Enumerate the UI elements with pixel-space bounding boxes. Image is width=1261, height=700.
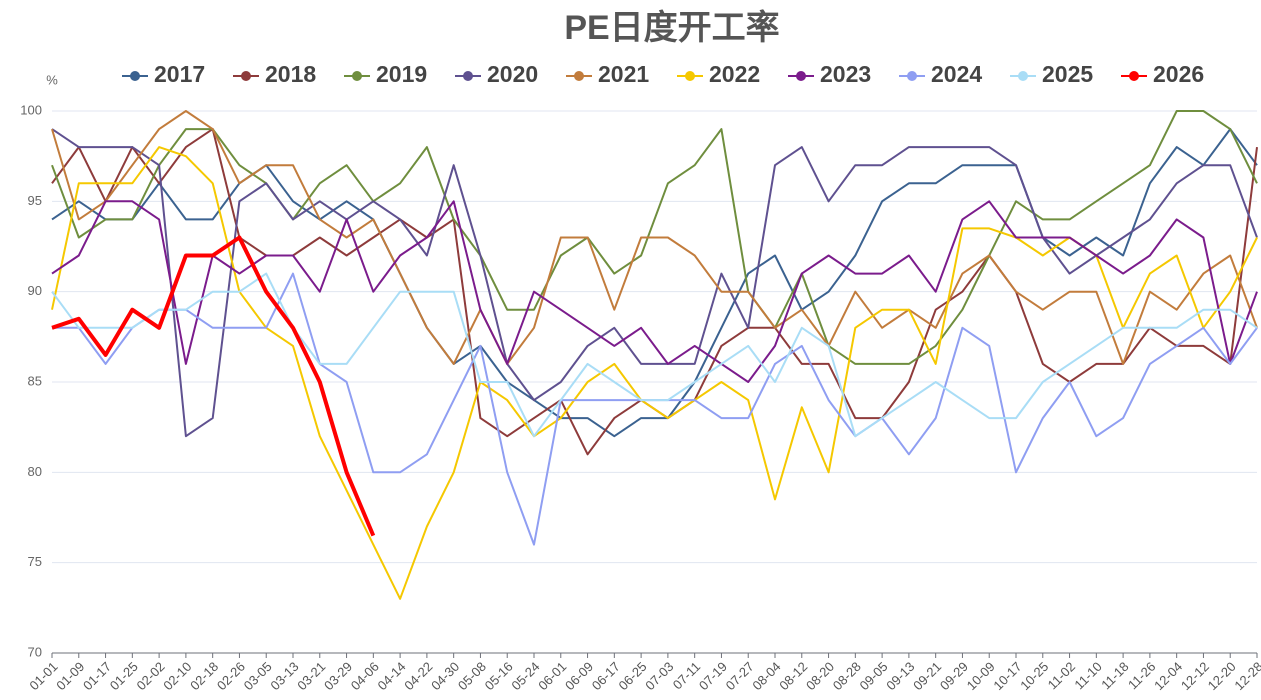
x-tick-label: 03-13 bbox=[267, 659, 301, 693]
legend-marker bbox=[796, 71, 806, 81]
legend-label: 2018 bbox=[265, 61, 316, 87]
series-line bbox=[51, 110, 1258, 365]
series-line bbox=[51, 146, 1258, 600]
x-tick-label: 03-05 bbox=[241, 659, 275, 693]
legend-label: 2025 bbox=[1042, 61, 1093, 87]
y-tick-label: 100 bbox=[20, 102, 42, 117]
y-tick-label: 85 bbox=[28, 373, 42, 388]
y-tick-label: 90 bbox=[28, 283, 42, 298]
x-tick-label: 12-04 bbox=[1151, 659, 1185, 693]
x-tick-label: 02-26 bbox=[214, 659, 248, 693]
x-tick-label: 04-22 bbox=[401, 659, 435, 693]
legend-marker bbox=[574, 71, 584, 81]
x-tick-label: 06-25 bbox=[616, 659, 650, 693]
series-line bbox=[51, 272, 1258, 438]
x-tick-label: 08-12 bbox=[776, 659, 810, 693]
y-axis-label: % bbox=[46, 72, 58, 87]
legend-marker bbox=[685, 71, 695, 81]
x-tick-label: 02-02 bbox=[134, 659, 168, 693]
x-tick-label: 12-12 bbox=[1178, 659, 1212, 693]
x-tick-label: 03-21 bbox=[294, 659, 328, 693]
legend-marker bbox=[352, 71, 362, 81]
legend-label: 2023 bbox=[820, 61, 871, 87]
legend-label: 2021 bbox=[598, 61, 649, 87]
x-tick-label: 04-30 bbox=[428, 659, 462, 693]
x-tick-label: 08-04 bbox=[749, 659, 783, 693]
x-tick-label: 10-25 bbox=[1017, 659, 1051, 693]
x-tick-label: 07-11 bbox=[670, 659, 703, 692]
x-tick-label: 05-08 bbox=[455, 659, 489, 693]
x-tick-label: 04-14 bbox=[375, 659, 409, 693]
x-tick-label: 05-24 bbox=[508, 659, 542, 693]
legend-marker bbox=[241, 71, 251, 81]
x-tick-label: 11-10 bbox=[1071, 659, 1104, 692]
legend-marker bbox=[463, 71, 473, 81]
y-tick-label: 70 bbox=[28, 644, 42, 659]
chart-title: PE日度开工率 bbox=[564, 9, 779, 47]
x-tick-label: 01-01 bbox=[26, 659, 60, 693]
x-tick-label: 12-28 bbox=[1231, 659, 1261, 693]
x-tick-label: 03-29 bbox=[321, 659, 355, 693]
series-line bbox=[51, 128, 1258, 438]
x-tick-label: 01-25 bbox=[107, 659, 141, 693]
legend-label: 2026 bbox=[1153, 61, 1204, 87]
legend-label: 2022 bbox=[709, 61, 760, 87]
legend-marker bbox=[1129, 71, 1139, 81]
x-tick-label: 05-16 bbox=[482, 659, 516, 693]
y-tick-label: 75 bbox=[28, 554, 42, 569]
legend-marker bbox=[1018, 71, 1028, 81]
x-tick-label: 01-17 bbox=[80, 659, 114, 693]
x-tick-label: 07-19 bbox=[696, 659, 730, 693]
x-tick-label: 11-26 bbox=[1125, 659, 1158, 692]
x-tick-label: 09-13 bbox=[883, 659, 917, 693]
x-tick-label: 09-21 bbox=[910, 659, 944, 693]
series-line bbox=[51, 128, 1258, 438]
x-tick-label: 01-09 bbox=[53, 659, 87, 693]
x-tick-label: 06-01 bbox=[535, 659, 569, 693]
x-tick-label: 11-18 bbox=[1098, 659, 1131, 692]
y-tick-label: 80 bbox=[28, 464, 42, 479]
x-tick-label: 06-17 bbox=[589, 659, 623, 693]
x-tick-label: 08-20 bbox=[803, 659, 837, 693]
legend-label: 2020 bbox=[487, 61, 538, 87]
x-tick-label: 09-05 bbox=[857, 659, 891, 693]
x-tick-label: 02-18 bbox=[187, 659, 221, 693]
legend-marker bbox=[907, 71, 917, 81]
y-tick-label: 95 bbox=[28, 193, 42, 208]
x-tick-label: 09-29 bbox=[937, 659, 971, 693]
x-tick-label: 11-02 bbox=[1045, 659, 1078, 692]
legend-marker bbox=[130, 71, 140, 81]
legend-label: 2024 bbox=[931, 61, 982, 87]
legend-label: 2017 bbox=[154, 61, 205, 87]
x-tick-label: 10-17 bbox=[990, 659, 1024, 693]
x-tick-label: 07-03 bbox=[642, 659, 676, 693]
x-tick-label: 10-09 bbox=[964, 659, 998, 693]
x-tick-label: 07-27 bbox=[723, 659, 757, 693]
x-tick-label: 04-06 bbox=[348, 659, 382, 693]
x-tick-label: 06-09 bbox=[562, 659, 596, 693]
x-tick-label: 08-28 bbox=[830, 659, 864, 693]
x-tick-label: 02-10 bbox=[160, 659, 194, 693]
series-line bbox=[51, 235, 376, 537]
legend-label: 2019 bbox=[376, 61, 427, 87]
x-tick-label: 12-20 bbox=[1205, 659, 1239, 693]
